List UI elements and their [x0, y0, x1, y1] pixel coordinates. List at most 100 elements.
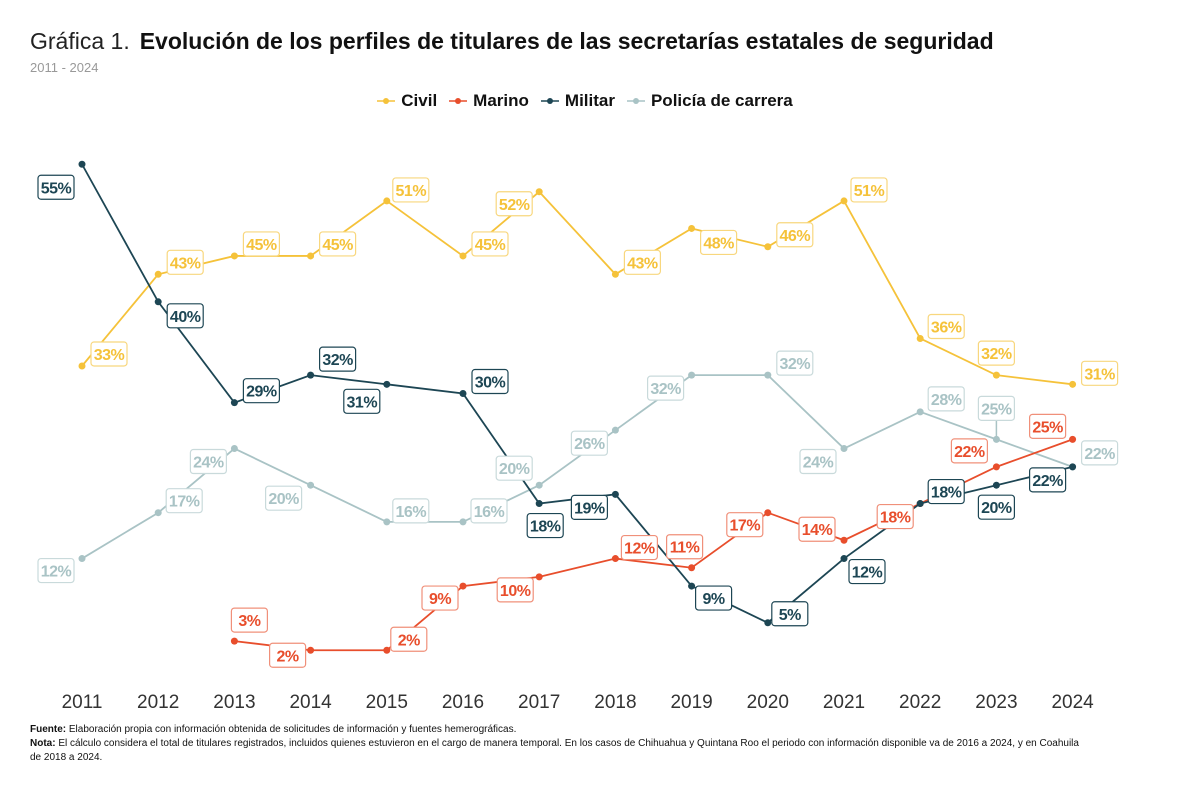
- series-militar: [78, 160, 1077, 627]
- svg-text:33%: 33%: [94, 347, 125, 364]
- source-note: Fuente: Elaboración propia con informaci…: [30, 723, 1090, 737]
- data-label: 31%: [1080, 360, 1119, 386]
- data-point: [1069, 435, 1077, 443]
- data-point: [383, 380, 391, 388]
- legend-marker-icon: [449, 98, 468, 104]
- svg-text:32%: 32%: [322, 352, 353, 369]
- svg-text:20%: 20%: [268, 491, 299, 508]
- data-point: [535, 573, 543, 581]
- data-point: [992, 463, 1000, 471]
- svg-text:3%: 3%: [238, 613, 260, 630]
- data-label: 43%: [166, 249, 204, 275]
- legend-label: Policía de carrera: [650, 91, 793, 110]
- data-point: [611, 426, 619, 434]
- data-label: 12%: [848, 558, 886, 585]
- svg-text:9%: 9%: [429, 591, 451, 608]
- note-label: Nota:: [30, 738, 56, 749]
- data-point: [916, 408, 924, 416]
- data-label: 9%: [421, 585, 459, 611]
- data-label: 32%: [977, 340, 1016, 366]
- svg-text:46%: 46%: [780, 228, 811, 245]
- data-label: 10%: [496, 577, 534, 603]
- data-label: 22%: [1080, 440, 1119, 466]
- legend-marker-icon: [626, 98, 645, 104]
- data-point: [230, 637, 238, 645]
- svg-text:32%: 32%: [650, 381, 681, 398]
- note: Nota: El cálculo considera el total de t…: [30, 737, 1090, 765]
- svg-text:20%: 20%: [499, 461, 530, 478]
- x-tick-label: 2014: [289, 692, 332, 713]
- data-label: 20%: [495, 455, 533, 481]
- title-prefix: Gráfica 1.: [30, 28, 130, 54]
- data-point: [688, 564, 696, 572]
- data-label: 45%: [242, 231, 280, 257]
- svg-text:18%: 18%: [530, 519, 561, 536]
- data-point: [764, 371, 772, 379]
- legend-label: Militar: [564, 91, 615, 110]
- svg-text:20%: 20%: [981, 500, 1012, 517]
- data-point: [459, 252, 467, 260]
- x-tick-label: 2012: [137, 692, 179, 713]
- x-tick-label: 2019: [670, 692, 712, 713]
- source-text: Elaboración propia con información obten…: [68, 724, 517, 735]
- data-point: [1069, 463, 1077, 471]
- data-label: 36%: [927, 313, 965, 340]
- data-point: [611, 555, 619, 563]
- data-label: 20%: [265, 485, 303, 511]
- footnotes: Fuente: Elaboración propia con informaci…: [30, 723, 1090, 765]
- data-label: 24%: [799, 448, 837, 475]
- data-point: [383, 197, 391, 205]
- x-tick-label: 2017: [518, 692, 560, 713]
- svg-text:12%: 12%: [852, 565, 883, 582]
- data-point: [535, 500, 543, 508]
- svg-text:36%: 36%: [931, 319, 962, 336]
- x-tick-label: 2011: [62, 692, 103, 713]
- svg-text:25%: 25%: [981, 401, 1012, 418]
- data-point: [307, 481, 315, 489]
- title-main: Evolución de los perfiles de titulares d…: [139, 28, 994, 54]
- svg-text:18%: 18%: [880, 510, 911, 527]
- svg-text:43%: 43%: [170, 255, 201, 272]
- legend-item-marino: Marino: [449, 91, 529, 111]
- svg-text:31%: 31%: [1084, 366, 1115, 383]
- svg-text:55%: 55%: [41, 180, 72, 197]
- svg-text:22%: 22%: [954, 444, 985, 461]
- data-point: [78, 555, 86, 563]
- data-label: 43%: [623, 249, 662, 275]
- data-label: 40%: [166, 303, 204, 329]
- data-label: 20%: [977, 494, 1016, 520]
- data-point: [840, 555, 848, 563]
- data-label: 17%: [165, 488, 203, 514]
- legend-marker-icon: [377, 98, 396, 104]
- x-tick-label: 2013: [213, 692, 255, 713]
- data-point: [154, 298, 162, 306]
- svg-text:19%: 19%: [574, 500, 605, 517]
- x-tick-label: 2020: [747, 692, 789, 713]
- data-label: 3%: [230, 607, 268, 633]
- data-label: 9%: [694, 585, 733, 611]
- data-label: 11%: [665, 534, 704, 560]
- svg-text:11%: 11%: [670, 540, 700, 557]
- data-point: [840, 445, 848, 453]
- data-label: 16%: [392, 498, 430, 524]
- data-label: 24%: [189, 448, 227, 475]
- legend-item-polic-a-de-carrera: Policía de carrera: [626, 91, 793, 111]
- data-point: [230, 445, 238, 453]
- data-label: 31%: [343, 388, 381, 414]
- data-point: [764, 619, 772, 627]
- data-point: [840, 197, 848, 205]
- series-civil: [78, 188, 1077, 388]
- svg-text:51%: 51%: [854, 183, 885, 200]
- data-label: 12%: [37, 557, 75, 584]
- legend-label: Civil: [401, 91, 438, 110]
- data-point: [230, 252, 238, 260]
- svg-text:51%: 51%: [396, 183, 427, 200]
- data-label: 25%: [977, 395, 1016, 440]
- x-tick-label: 2018: [594, 692, 636, 713]
- data-label: 12%: [620, 534, 659, 561]
- data-point: [535, 188, 543, 196]
- series-line: [81, 190, 1073, 386]
- data-label: 22%: [1028, 467, 1067, 493]
- data-point: [688, 224, 696, 232]
